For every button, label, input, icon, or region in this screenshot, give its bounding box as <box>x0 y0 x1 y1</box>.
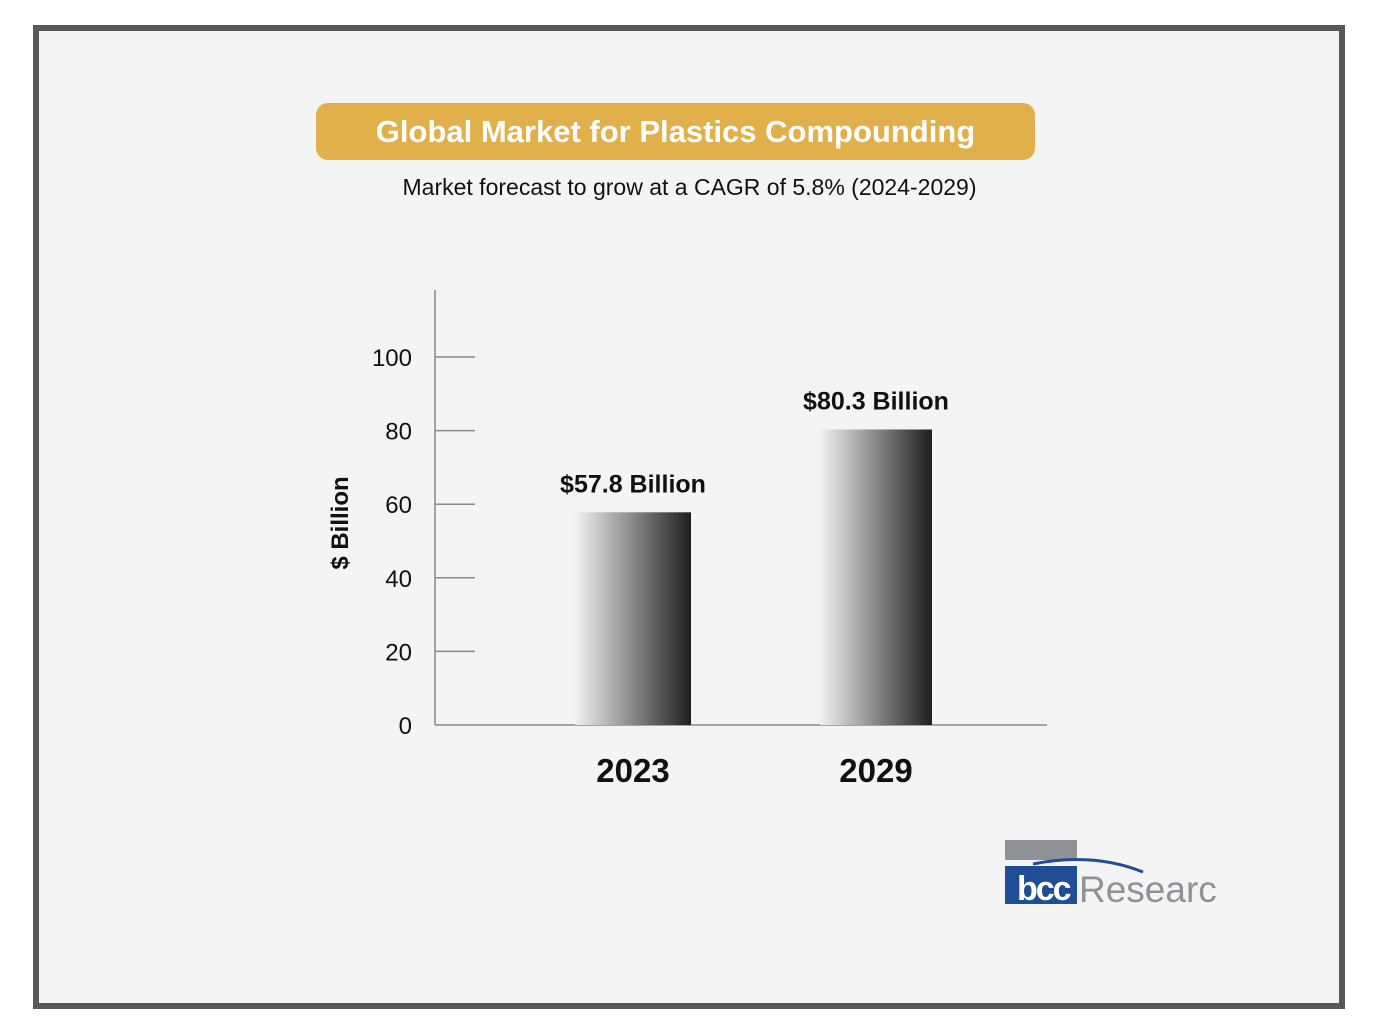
bar-2023 <box>575 512 691 725</box>
chart-subtitle: Market forecast to grow at a CAGR of 5.8… <box>402 174 977 200</box>
x-category-label: 2029 <box>839 752 912 789</box>
logo-brand: bcc <box>1017 870 1071 908</box>
y-tick-label: 40 <box>385 566 412 593</box>
logo-mark: bcc Research <box>1005 840 1237 910</box>
y-tick-label: 100 <box>372 345 412 372</box>
y-axis-label: $ Billion <box>327 476 354 569</box>
x-category-label: 2023 <box>596 752 669 789</box>
logo-text: Research <box>1079 869 1218 910</box>
y-tick-label: 0 <box>399 713 412 740</box>
y-tick-label: 20 <box>385 639 412 666</box>
bcc-research-logo: bcc Research <box>1003 838 1237 915</box>
data-label: $57.8 Billion <box>560 470 706 498</box>
y-tick-label: 80 <box>385 419 412 446</box>
bar-2029 <box>820 429 932 725</box>
data-label: $80.3 Billion <box>803 387 949 415</box>
y-tick-label: 60 <box>385 492 412 519</box>
chart-title: Global Market for Plastics Compounding <box>316 103 1035 160</box>
